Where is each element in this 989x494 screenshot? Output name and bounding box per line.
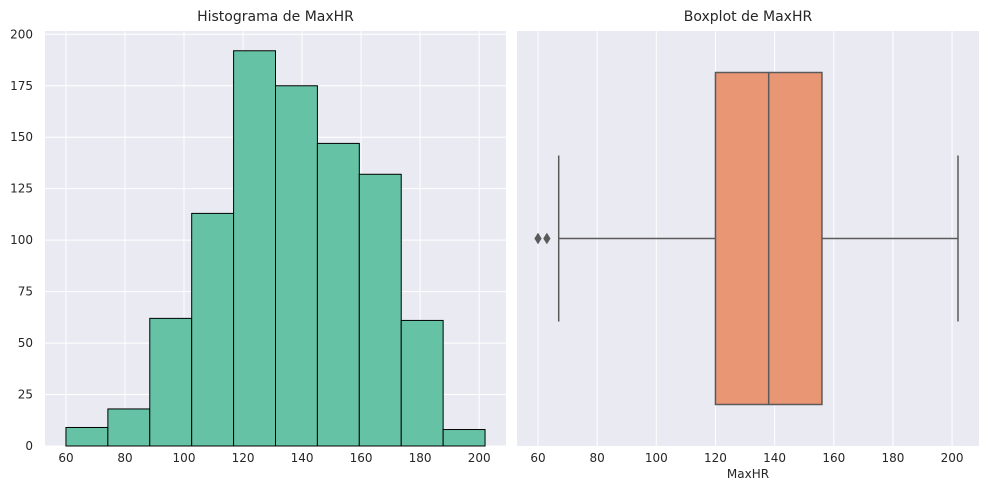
histogram-bar — [149, 317, 193, 447]
boxplot-marks — [534, 71, 959, 406]
boxplot-outlier — [534, 232, 542, 245]
boxplot-x-tick-label: 80 — [590, 451, 605, 465]
histogram-y-tick-label: 150 — [10, 130, 33, 144]
histogram-bars — [65, 50, 486, 447]
boxplot-title: Boxplot de MaxHR — [684, 9, 813, 25]
boxplot-outlier — [543, 232, 551, 245]
histogram-y-ticks: 0 25 50 75 100 125 150 175 200 — [10, 27, 33, 453]
histogram-bar — [442, 429, 486, 447]
histogram-x-tick-label: 200 — [468, 451, 491, 465]
histogram-title: Histograma de MaxHR — [197, 9, 354, 25]
histogram-y-tick-label: 50 — [18, 336, 33, 350]
histogram-panel: 60 80 100 120 140 160 180 200 0 25 50 75 100 125 150 1… — [10, 9, 506, 465]
histogram-x-tick-label: 180 — [409, 451, 432, 465]
boxplot-x-tick-label: 140 — [763, 451, 786, 465]
histogram-bar — [233, 50, 277, 447]
histogram-x-tick-label: 140 — [291, 451, 314, 465]
histogram-y-tick-label: 100 — [10, 233, 33, 247]
boxplot-x-ticks: 60 80 100 120 140 160 180 200 — [530, 451, 963, 465]
histogram-bar — [65, 426, 109, 447]
histogram-bar — [275, 85, 318, 447]
histogram-y-tick-label: 175 — [10, 79, 33, 93]
histogram-bar — [107, 408, 151, 447]
histogram-x-tick-label: 100 — [173, 451, 196, 465]
histogram-y-tick-label: 125 — [10, 182, 33, 196]
boxplot-x-axis-label: MaxHR — [727, 467, 769, 481]
boxplot-panel: 60 80 100 120 140 160 180 200 Boxplot de MaxHR … — [517, 9, 979, 481]
histogram-bar — [358, 173, 402, 447]
boxplot-x-tick-label: 200 — [941, 451, 964, 465]
histogram-x-ticks: 60 80 100 120 140 160 180 200 — [58, 451, 490, 465]
histogram-y-tick-label: 0 — [25, 439, 33, 453]
boxplot-x-tick-label: 60 — [530, 451, 545, 465]
histogram-x-tick-label: 80 — [117, 451, 132, 465]
histogram-bar — [400, 319, 444, 447]
histogram-bar — [191, 212, 235, 447]
histogram-bar — [316, 142, 360, 447]
boxplot-x-tick-label: 180 — [881, 451, 904, 465]
histogram-x-tick-label: 160 — [350, 451, 373, 465]
histogram-x-tick-label: 60 — [58, 451, 73, 465]
histogram-y-tick-label: 25 — [18, 388, 33, 402]
histogram-y-tick-label: 75 — [18, 285, 33, 299]
histogram-x-tick-label: 120 — [232, 451, 255, 465]
boxplot-x-tick-label: 160 — [822, 451, 845, 465]
histogram-y-tick-label: 200 — [10, 27, 33, 41]
boxplot-x-tick-label: 120 — [704, 451, 727, 465]
boxplot-x-tick-label: 100 — [645, 451, 668, 465]
